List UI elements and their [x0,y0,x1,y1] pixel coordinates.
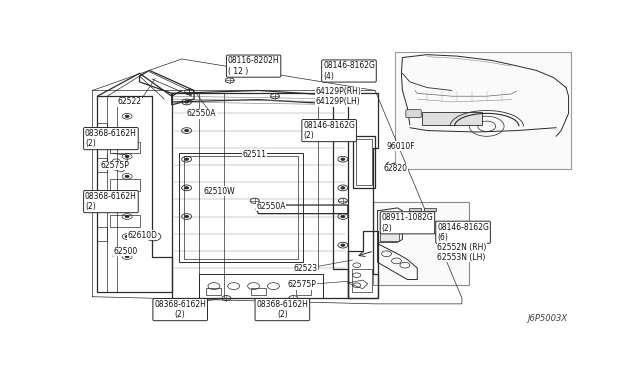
Circle shape [125,115,129,118]
Text: 08146-8162G
(6): 08146-8162G (6) [437,222,489,242]
Circle shape [341,158,345,160]
Text: 62523: 62523 [293,264,317,273]
Bar [409,208,420,211]
Bar [424,208,436,211]
Bar [352,269,372,292]
Circle shape [341,215,345,218]
Text: 62575P: 62575P [287,280,316,289]
Circle shape [125,256,129,258]
Text: 08368-6162H
(2): 08368-6162H (2) [85,129,137,148]
Text: 62575P: 62575P [101,161,130,170]
Text: 08146-8162G
(4): 08146-8162G (4) [323,61,375,81]
Text: 96010F: 96010F [387,142,415,151]
Bar [110,142,140,154]
Text: 62550A: 62550A [187,109,216,118]
Text: 62610D: 62610D [127,231,157,240]
Bar [372,202,469,285]
Circle shape [185,158,189,160]
Text: 08368-6162H
(2): 08368-6162H (2) [257,300,308,319]
Circle shape [125,175,129,177]
Circle shape [125,195,129,198]
Text: 08116-8202H
( 12 ): 08116-8202H ( 12 ) [228,57,280,76]
Text: 08146-8162G
(2): 08146-8162G (2) [303,121,355,140]
Circle shape [341,244,345,246]
Ellipse shape [400,225,429,231]
Text: 62510W: 62510W [203,187,235,196]
Bar [380,212,399,241]
Text: 62820: 62820 [383,164,408,173]
Circle shape [185,101,189,103]
Circle shape [341,129,345,132]
Bar [422,112,482,125]
Circle shape [185,129,189,132]
Text: 62550A: 62550A [256,202,285,211]
Text: 62511: 62511 [243,150,267,158]
FancyBboxPatch shape [406,110,421,118]
Bar [296,288,310,295]
Text: 62522: 62522 [117,97,141,106]
Circle shape [341,187,345,189]
Text: J6P5003X: J6P5003X [527,314,567,323]
Bar [184,156,298,260]
Bar [207,288,221,295]
Text: 08368-6162H
(2): 08368-6162H (2) [85,192,137,211]
Text: 64129P(RH)
64129P(LH): 64129P(RH) 64129P(LH) [315,87,361,106]
Circle shape [150,234,157,239]
Circle shape [125,155,129,157]
Bar [251,288,266,295]
Bar [110,179,140,191]
Circle shape [125,135,129,137]
Circle shape [412,217,417,219]
Text: 08368-6162H
(2): 08368-6162H (2) [154,300,206,319]
Text: 62552N (RH)
62553N (LH): 62552N (RH) 62553N (LH) [437,243,486,262]
Bar [110,215,140,227]
Circle shape [185,187,189,189]
Text: 08911-1082G
(2): 08911-1082G (2) [381,213,433,232]
Text: 62500: 62500 [114,247,138,256]
Circle shape [125,235,129,238]
Circle shape [185,215,189,218]
Circle shape [125,215,129,218]
Bar [395,52,571,169]
Bar [179,154,303,262]
